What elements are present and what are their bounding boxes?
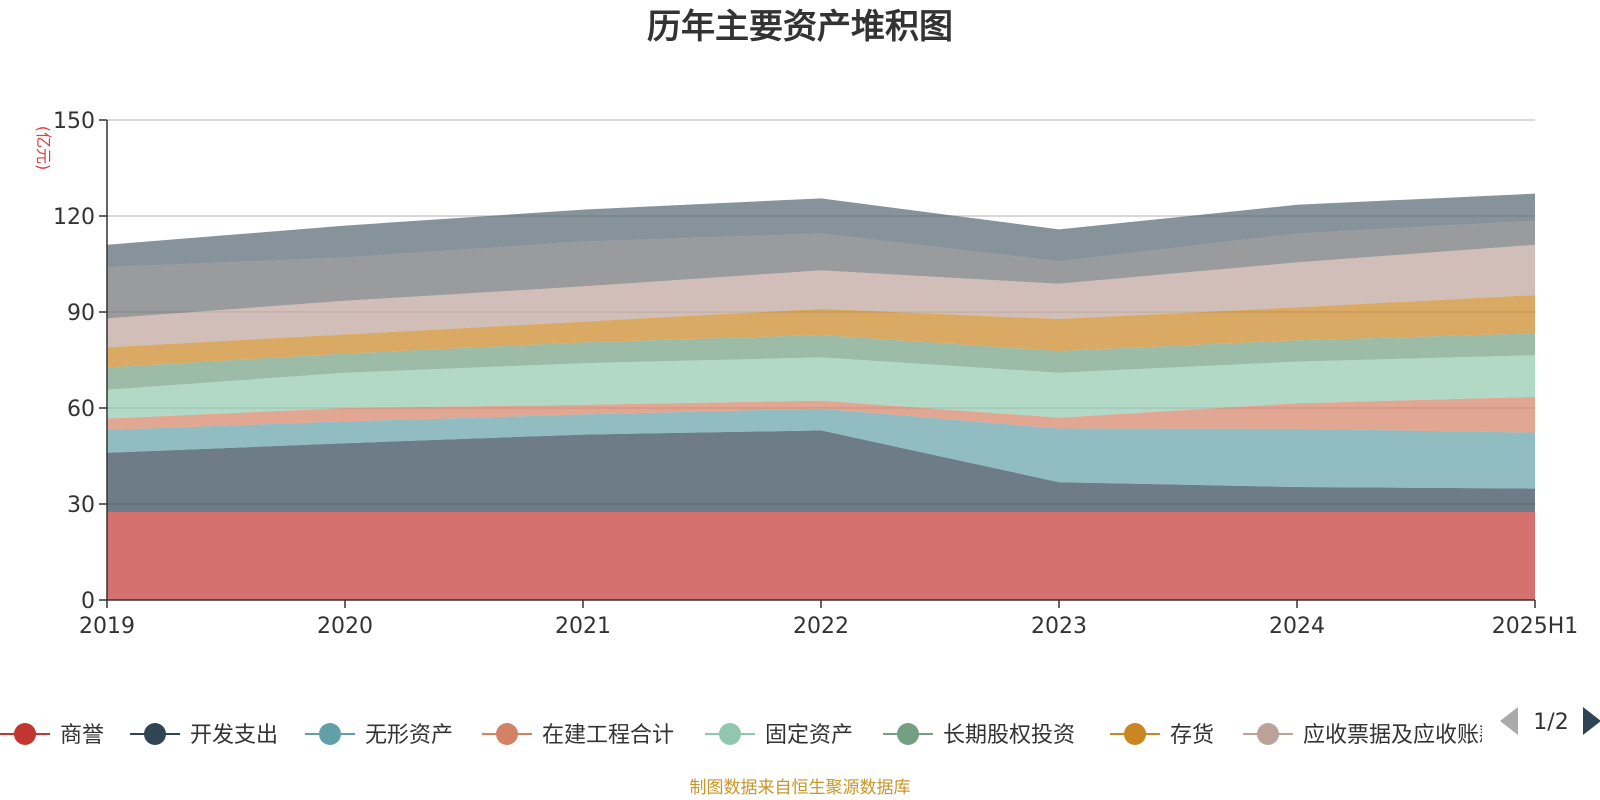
- x-tick-label: 2020: [317, 614, 373, 639]
- legend-label: 应收票据及应收账款: [1303, 723, 1501, 748]
- legend-item-3[interactable]: 无形资产: [305, 723, 453, 748]
- legend-pager: 1/2: [1500, 707, 1600, 735]
- legend-item-1[interactable]: 商誉: [0, 723, 104, 748]
- area-series-4: [107, 396, 1535, 433]
- legend-label: 长期股权投资: [943, 723, 1075, 748]
- x-tick-label: 2023: [1031, 614, 1087, 639]
- next-page-icon[interactable]: [1583, 707, 1600, 735]
- legend-label: 固定资产: [765, 723, 853, 748]
- area-series: [107, 193, 1535, 600]
- chart-title: 历年主要资产堆积图: [647, 7, 953, 47]
- legend-item-5[interactable]: 固定资产: [705, 723, 853, 748]
- legend-marker: [719, 723, 741, 745]
- area-series-3: [107, 408, 1535, 489]
- legend-label: 无形资产: [365, 723, 453, 748]
- legend-marker: [496, 723, 518, 745]
- legend-items: 商誉 开发支出 无形资产 在建工程合计 固定资产 长期股权投资 存货 应收票据及应收账款: [0, 723, 1501, 748]
- legend: 商誉 开发支出 无形资产 在建工程合计 固定资产 长期股权投资 存货 应收票据及应收账款: [0, 723, 1501, 748]
- x-tick-label: 2021: [555, 614, 611, 639]
- legend-item-8[interactable]: 应收票据及应收账款: [1243, 723, 1501, 748]
- area-series-8: [107, 244, 1535, 348]
- legend-label: 存货: [1170, 723, 1214, 748]
- area-series-10: [107, 193, 1535, 268]
- y-tick-label: 120: [53, 205, 95, 230]
- legend-marker: [897, 723, 919, 745]
- legend-marker: [319, 723, 341, 745]
- legend-label: 在建工程合计: [542, 723, 674, 748]
- x-tick-label: 2025H1: [1492, 614, 1579, 639]
- unit-label: (亿元): [34, 126, 53, 171]
- y-tick-label: 90: [67, 301, 95, 326]
- legend-item-6[interactable]: 长期股权投资: [883, 723, 1075, 748]
- y-tick-label: 150: [53, 109, 95, 134]
- area-series-2: [107, 430, 1535, 512]
- legend-item-4[interactable]: 在建工程合计: [482, 723, 674, 748]
- legend-label: 商誉: [60, 723, 104, 748]
- x-tick-label: 2024: [1269, 614, 1325, 639]
- y-tick-label: 30: [67, 493, 95, 518]
- legend-label: 开发支出: [190, 723, 278, 748]
- area-series-6: [107, 333, 1535, 390]
- legend-marker: [144, 723, 166, 745]
- x-tick-label: 2019: [79, 614, 135, 639]
- legend-marker: [1124, 723, 1146, 745]
- prev-page-icon[interactable]: [1500, 707, 1518, 735]
- legend-item-2[interactable]: 开发支出: [130, 723, 278, 748]
- y-tick-label: 60: [67, 397, 95, 422]
- legend-item-7[interactable]: 存货: [1110, 723, 1214, 748]
- axes: 0 30 60 90 120 150 2019 2020 2021 2022 2023 2024 202…: [53, 109, 1578, 639]
- area-series-5: [107, 355, 1535, 419]
- legend-page-indicator: 1/2: [1533, 710, 1568, 735]
- legend-marker: [1257, 723, 1279, 745]
- x-tick-label: 2022: [793, 614, 849, 639]
- legend-marker: [14, 723, 36, 745]
- area-series-9: [107, 220, 1535, 319]
- area-series-1: [107, 512, 1535, 600]
- source-note: 制图数据来自恒生聚源数据库: [690, 778, 911, 798]
- y-tick-label: 0: [81, 589, 95, 614]
